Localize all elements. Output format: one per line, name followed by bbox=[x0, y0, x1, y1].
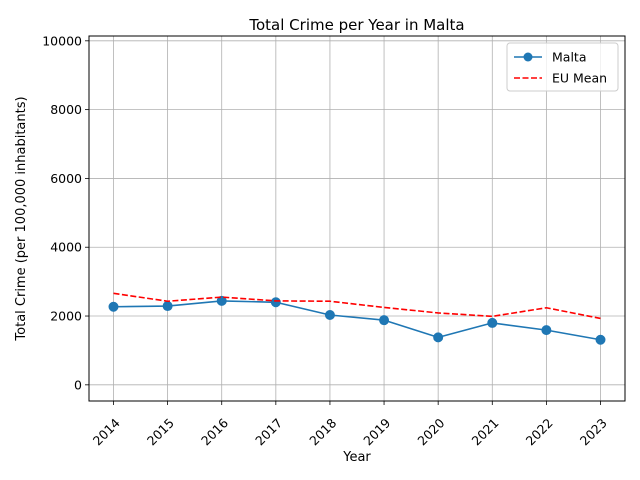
series-line-eu-mean bbox=[113, 292, 601, 320]
x-tick-label: 2014 bbox=[90, 415, 123, 448]
x-tick-label: 2015 bbox=[144, 415, 177, 448]
data-point bbox=[433, 332, 444, 343]
x-tick-label: 2017 bbox=[252, 415, 285, 448]
x-tick-label: 2020 bbox=[414, 415, 447, 448]
legend-box bbox=[506, 42, 619, 92]
y-tick-label: 10000 bbox=[42, 33, 82, 48]
y-tick-label: 2000 bbox=[50, 309, 82, 324]
data-point bbox=[324, 309, 335, 320]
legend-label: EU Mean bbox=[552, 71, 607, 86]
x-tick-label: 2016 bbox=[198, 415, 231, 448]
x-tick-label: 2018 bbox=[306, 415, 339, 448]
data-point bbox=[162, 301, 173, 312]
legend: Malta EU Mean bbox=[506, 42, 619, 92]
grid-lines bbox=[89, 36, 625, 401]
x-tick-label: 2019 bbox=[360, 415, 393, 448]
series-layer bbox=[108, 292, 606, 345]
y-tick-label: 8000 bbox=[50, 102, 82, 117]
y-axis-label: Total Crime (per 100,000 inhabitants) bbox=[14, 96, 29, 341]
legend-marker bbox=[523, 52, 533, 62]
data-point bbox=[595, 334, 606, 345]
data-point bbox=[541, 325, 552, 336]
x-tick-label: 2021 bbox=[469, 415, 502, 448]
data-point bbox=[216, 295, 227, 306]
data-point bbox=[379, 315, 390, 326]
series-line-malta bbox=[113, 300, 601, 341]
data-point bbox=[487, 317, 498, 328]
plot-frame bbox=[88, 35, 626, 402]
data-point bbox=[108, 301, 119, 312]
x-tick-label: 2023 bbox=[577, 415, 610, 448]
chart-title: Total Crime per Year in Malta bbox=[248, 16, 464, 34]
y-tick-label: 0 bbox=[74, 377, 82, 392]
y-tick-label: 4000 bbox=[50, 240, 82, 255]
data-point bbox=[270, 297, 281, 308]
y-axis: 0 2000 4000 6000 8000 10000 bbox=[42, 33, 89, 392]
x-axis-label: Year bbox=[342, 450, 371, 465]
y-tick-label: 6000 bbox=[50, 171, 82, 186]
legend-label: Malta bbox=[552, 50, 586, 65]
x-tick-label: 2022 bbox=[523, 415, 556, 448]
x-axis: 2014 2015 2016 2017 2018 2019 2020 2021 2022 2023 bbox=[90, 401, 610, 448]
